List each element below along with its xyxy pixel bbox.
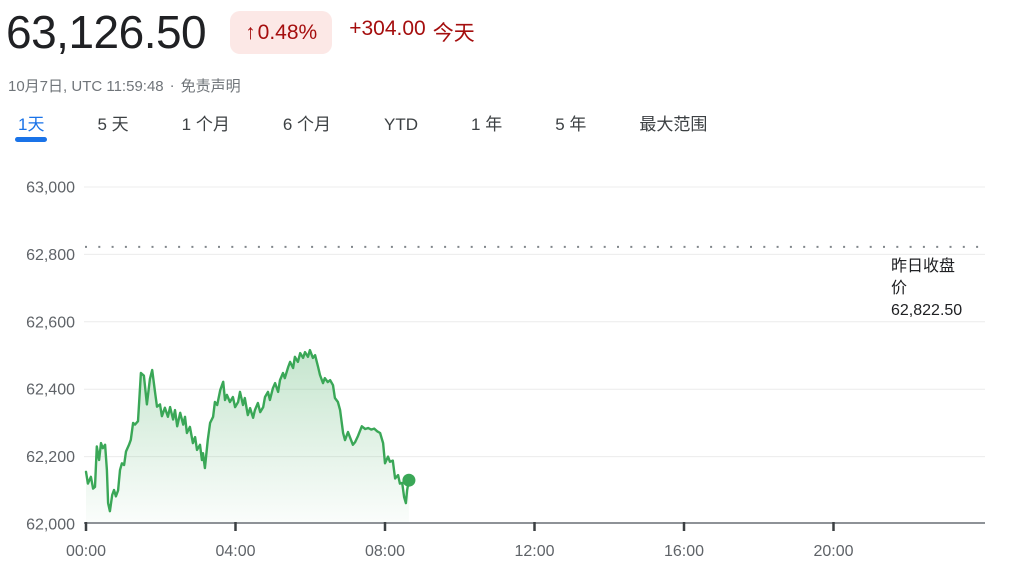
tab-1y[interactable]: 1 年 bbox=[471, 115, 503, 134]
tab-5y[interactable]: 5 年 bbox=[555, 115, 587, 134]
previous-close-value: 62,822.50 bbox=[891, 302, 963, 319]
previous-close-label: 昨日收盘价 62,822.50 bbox=[891, 256, 962, 322]
change-percent-badge: ↑ 0.48% bbox=[230, 10, 333, 54]
up-arrow-icon: ↑ bbox=[245, 20, 256, 44]
x-axis-label: 08:00 bbox=[365, 543, 405, 560]
change-absolute-value: +304.00 bbox=[349, 17, 426, 40]
range-tabs: 1天 5 天 1 个月 6 个月 YTD 1 年 5 年 最大范围 bbox=[14, 114, 708, 142]
tab-6m[interactable]: 6 个月 bbox=[282, 115, 332, 134]
current-price: 63,126.50 bbox=[6, 6, 207, 58]
y-axis-label: 62,200 bbox=[26, 449, 75, 466]
separator-dot: · bbox=[169, 77, 175, 94]
tab-5d[interactable]: 5 天 bbox=[97, 115, 129, 134]
y-axis-label: 63,000 bbox=[26, 180, 75, 197]
disclaimer-link[interactable]: 免责声明 bbox=[180, 78, 241, 95]
tab-ytd[interactable]: YTD bbox=[384, 115, 419, 134]
x-axis-label: 16:00 bbox=[664, 543, 704, 560]
date-disclaimer-line: 10月7日, UTC 11:59:48 · 免责声明 bbox=[8, 75, 241, 96]
change-period-label: 今天 bbox=[432, 22, 475, 45]
x-axis-label: 20:00 bbox=[813, 543, 853, 560]
tab-max[interactable]: 最大范围 bbox=[639, 115, 708, 134]
x-axis-label: 04:00 bbox=[215, 543, 255, 560]
date-time-text: 10月7日, UTC 11:59:48 bbox=[8, 78, 164, 95]
tab-1m[interactable]: 1 个月 bbox=[181, 115, 230, 134]
change-percent-value: 0.48% bbox=[257, 20, 318, 44]
x-axis-label: 12:00 bbox=[514, 543, 554, 560]
y-axis-label: 62,800 bbox=[26, 247, 75, 264]
change-absolute: +304.00 今天 bbox=[349, 17, 475, 47]
price-line bbox=[84, 348, 411, 513]
y-axis-label: 62,400 bbox=[26, 382, 75, 399]
x-axis-label: 00:00 bbox=[66, 543, 106, 560]
previous-close-text: 昨日收盘价 bbox=[891, 258, 956, 297]
price-header: 63,126.50 ↑ 0.48% +304.00 今天 bbox=[6, 6, 475, 58]
tab-1d[interactable]: 1天 bbox=[14, 115, 49, 142]
current-point-marker bbox=[402, 473, 416, 487]
y-axis-label: 62,600 bbox=[26, 314, 75, 331]
y-axis-label: 62,000 bbox=[26, 517, 75, 534]
price-area-fill bbox=[86, 350, 409, 523]
